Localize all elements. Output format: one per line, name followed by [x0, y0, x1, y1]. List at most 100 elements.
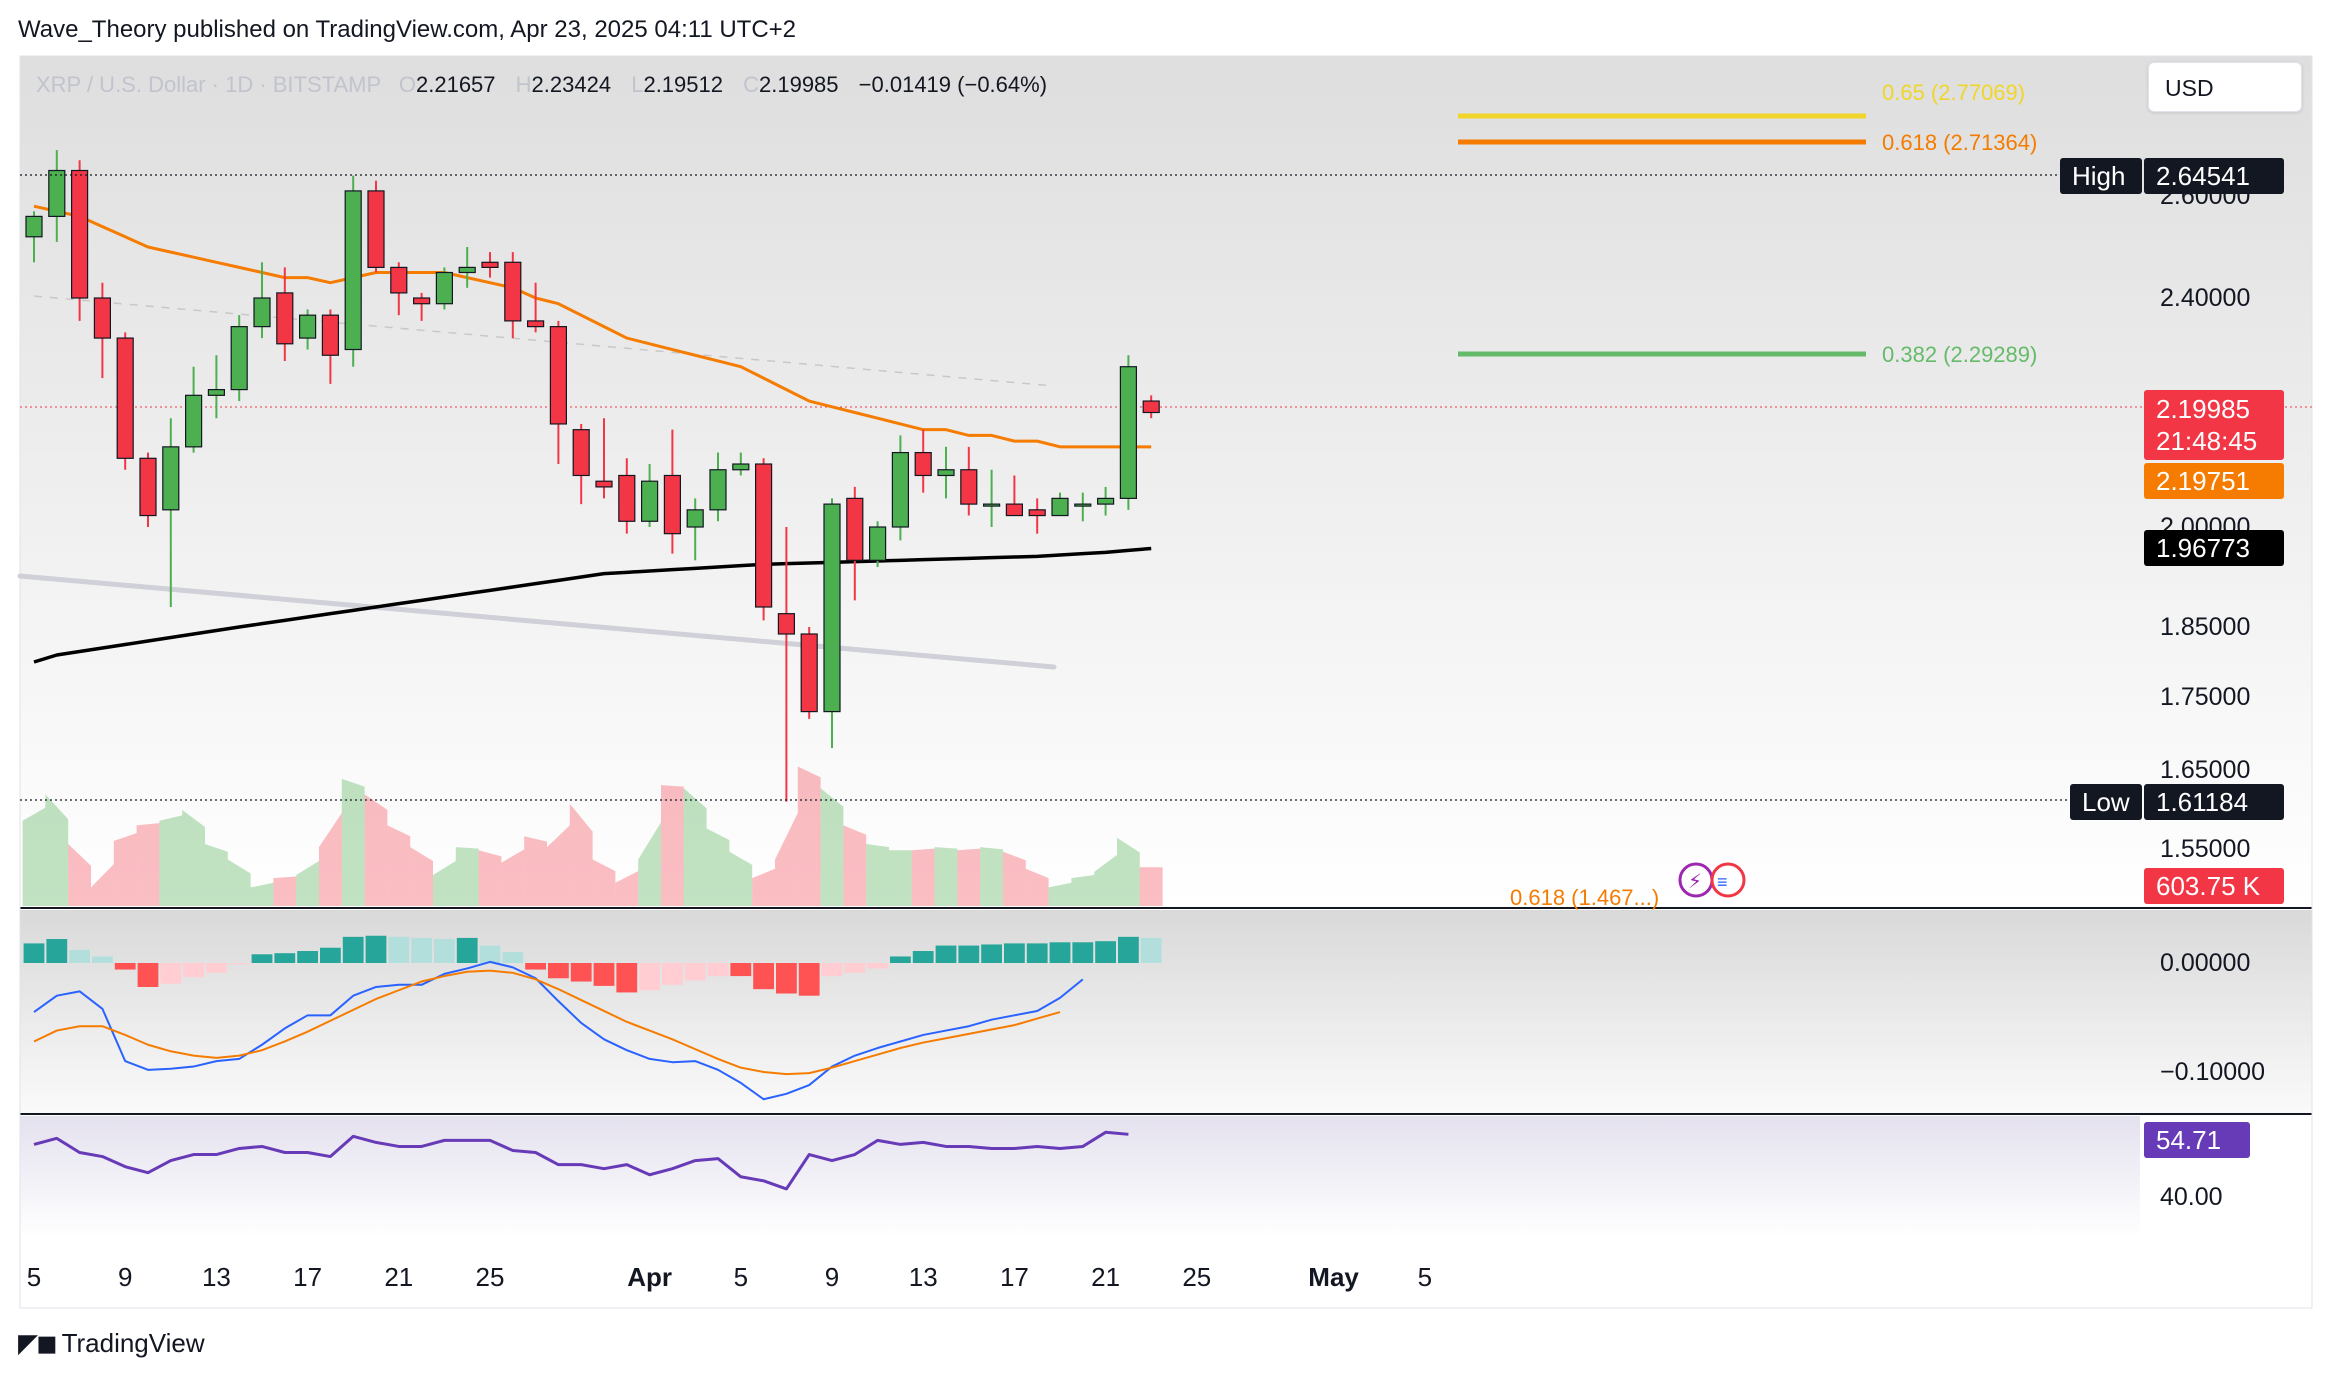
candle-body [663, 474, 682, 535]
trendlines [17, 295, 2312, 670]
currency-selector[interactable]: USD [2148, 62, 2302, 112]
candle-body [572, 429, 590, 477]
price-axis-label: 2.40000 [2160, 284, 2250, 312]
candle-body [70, 169, 89, 299]
candle-body [230, 326, 248, 391]
last-price-value: 2.19985 [2156, 394, 2250, 424]
candle-body [1005, 503, 1024, 517]
ema-price-tag: 2.19751 [2156, 466, 2250, 496]
macd-hist-bar [616, 963, 638, 993]
rsi-tag: 54.71 [2156, 1125, 2221, 1155]
tradingview-mark-icon: ◤◼ [18, 1328, 58, 1358]
fibonacci-levels: 0.65 (2.77069) 0.618 (2.71364) 0.382 (2.29… [1458, 80, 2037, 910]
time-axis-label: 25 [476, 1262, 505, 1292]
macd-hist-bar [479, 945, 501, 963]
macd-hist-bar [69, 949, 90, 963]
macd-hist-bar [958, 945, 980, 963]
macd-hist-bar [92, 956, 113, 963]
volume-bar [797, 766, 821, 906]
time-axis-label: 25 [1182, 1262, 1211, 1292]
volume-bar [957, 848, 981, 906]
candle-body [504, 261, 522, 322]
high-tag-label: High [2072, 161, 2125, 191]
macd-pane-bg [20, 910, 2312, 1114]
volume-bar [592, 859, 616, 906]
volume-bar [843, 825, 867, 906]
symbol-name: XRP / U.S. Dollar · 1D · BITSTAMP [36, 72, 381, 97]
volume-bar [273, 876, 297, 906]
candle-body [390, 266, 408, 294]
volume-bar [911, 848, 935, 906]
macd-hist-bar [411, 937, 432, 963]
time-axis-label: May [1308, 1262, 1359, 1292]
rsi-tag-bg [2144, 1122, 2250, 1158]
ma200-price-tag: 1.96773 [2156, 533, 2250, 563]
close-value: 2.19985 [759, 72, 839, 97]
volume-bar [820, 788, 844, 906]
candlesticks [25, 150, 1160, 802]
macd-signal-line [33, 969, 1061, 1076]
candle-body [526, 320, 545, 328]
volume-bar [1071, 875, 1095, 906]
moving-averages [33, 204, 1152, 664]
macd-hist-bar [821, 963, 843, 977]
time-axis-label: 5 [734, 1262, 748, 1292]
axes: 2.600002.400002.000001.850001.750001.650… [27, 182, 2265, 1292]
macd-hist-bar [46, 939, 68, 963]
volume-bar [319, 813, 342, 906]
time-axis-label: 21 [1091, 1262, 1120, 1292]
time-axis-label: 21 [384, 1262, 413, 1292]
volume-bar [136, 823, 160, 906]
macd-hist-bar [525, 963, 546, 970]
volume-bar [455, 847, 479, 906]
volume-bar [22, 807, 46, 906]
macd-hist-bar [320, 947, 341, 963]
symbol-legend[interactable]: XRP / U.S. Dollar · 1D · BITSTAMP O2.216… [36, 72, 1061, 98]
flag-stripes-icon: ≡ [1717, 872, 1728, 892]
tradingview-logo[interactable]: ◤◼ TradingView [18, 1328, 205, 1359]
volume-bar [615, 871, 639, 906]
macd-hist-bar [593, 963, 615, 986]
volume-bar [1048, 882, 1072, 906]
fib-level-label: 0.618 (1.467...) [1510, 885, 1659, 910]
time-axis-label: 17 [293, 1262, 322, 1292]
volume-bar [387, 825, 411, 906]
candle-body [481, 261, 499, 268]
volume-histogram [22, 766, 1163, 906]
volume-bar [433, 861, 456, 906]
volume-bar [296, 861, 319, 906]
macd-hist-bar [1004, 943, 1025, 963]
macd-hist-bar [1140, 937, 1162, 963]
candle-body [458, 266, 476, 274]
candle-body [640, 480, 659, 522]
candle-body [868, 526, 887, 561]
high-low-lines [20, 174, 2070, 801]
price-axis-label: 1.65000 [2160, 756, 2250, 784]
tradingview-brand: TradingView [61, 1328, 205, 1358]
lightning-icon: ⚡ [1688, 871, 1702, 893]
candle-body [48, 169, 66, 218]
time-axis-label: 5 [27, 1262, 41, 1292]
macd-hist-bar [342, 936, 364, 963]
last-price-tag-bg [2144, 390, 2284, 460]
ema-line [33, 204, 1152, 449]
macd-hist-bar [114, 963, 136, 970]
low-value: 2.19512 [643, 72, 723, 97]
rsi-indicator [33, 1130, 1129, 1191]
volume-bar [775, 813, 798, 906]
macd-hist-bar [753, 963, 774, 990]
volume-bar [638, 822, 661, 906]
candle-body [754, 463, 773, 608]
ema-price-tag-bg [2144, 463, 2284, 499]
candle-body [435, 271, 453, 305]
high-tag-label-bg [2060, 158, 2142, 194]
high-label: H [515, 72, 532, 97]
volume-bar [1003, 851, 1026, 906]
time-axis-label: 17 [1000, 1262, 1029, 1292]
us-flag-icon [1710, 862, 1746, 898]
candle-body [1119, 366, 1138, 499]
candle-body [321, 314, 339, 356]
volume-bar [250, 882, 274, 906]
